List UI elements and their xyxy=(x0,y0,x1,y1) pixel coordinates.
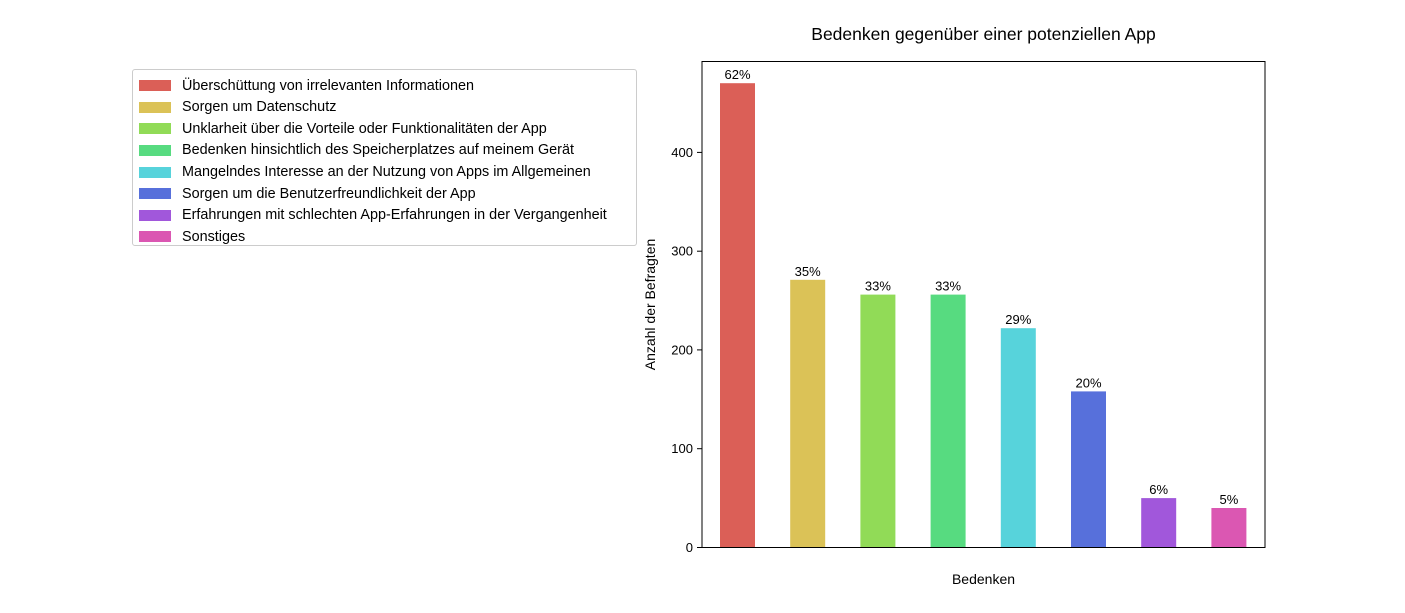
legend-item: Sorgen um die Benutzerfreundlichkeit der… xyxy=(139,183,636,205)
y-tick-label: 0 xyxy=(686,540,693,555)
bar-labels-group: 62% 35% 33% 33% 29% 20% 6% 5% xyxy=(724,67,1238,507)
bar-data-label: 29% xyxy=(1005,312,1031,327)
legend-swatch xyxy=(139,166,171,178)
legend-label: Bedenken hinsichtlich des Speicherplatze… xyxy=(182,142,574,159)
y-tick-label: 300 xyxy=(671,244,693,259)
legend-swatch xyxy=(139,188,171,200)
legend-item: Erfahrungen mit schlechten App-Erfahrung… xyxy=(139,205,636,227)
bar-data-label: 33% xyxy=(935,279,961,294)
legend-label: Erfahrungen mit schlechten App-Erfahrung… xyxy=(182,207,607,224)
bar-data-label: 5% xyxy=(1220,492,1239,507)
chart-title: Bedenken gegenüber einer potenziellen Ap… xyxy=(811,24,1155,44)
legend-item: Bedenken hinsichtlich des Speicherplatze… xyxy=(139,140,636,162)
bar-data-label: 20% xyxy=(1075,375,1101,390)
legend-label: Unklarheit über die Vorteile oder Funkti… xyxy=(182,120,547,137)
legend-label: Sorgen um die Benutzerfreundlichkeit der… xyxy=(182,185,476,202)
bar-4 xyxy=(930,294,966,548)
legend-item: Unklarheit über die Vorteile oder Funkti… xyxy=(139,118,636,140)
legend-label: Sorgen um Datenschutz xyxy=(182,99,337,116)
bar-data-label: 6% xyxy=(1149,482,1168,497)
legend-swatch xyxy=(139,145,171,157)
legend-label: Mangelndes Interesse an der Nutzung von … xyxy=(182,163,591,180)
plot-frame xyxy=(701,61,1266,548)
legend-swatch xyxy=(139,123,171,135)
legend-item: Sorgen um Datenschutz xyxy=(139,97,636,119)
legend-label: Überschüttung von irrelevanten Informati… xyxy=(182,77,474,94)
bar-data-label: 62% xyxy=(724,67,750,82)
legend: Überschüttung von irrelevanten Informati… xyxy=(132,69,637,246)
y-tick-label: 200 xyxy=(671,342,693,357)
legend-item: Sonstiges xyxy=(139,226,636,248)
legend-item: Überschüttung von irrelevanten Informati… xyxy=(139,75,636,97)
x-axis-label: Bedenken xyxy=(952,571,1015,587)
bar-1 xyxy=(720,83,755,548)
bar-6 xyxy=(1071,391,1106,548)
y-tick-label: 400 xyxy=(671,145,693,160)
bar-data-label: 35% xyxy=(795,264,821,279)
bars-group xyxy=(720,83,1247,548)
legend-item: Mangelndes Interesse an der Nutzung von … xyxy=(139,161,636,183)
legend-swatch xyxy=(139,80,171,92)
legend-swatch xyxy=(139,209,171,221)
bar-8 xyxy=(1211,508,1247,548)
bar-3 xyxy=(860,294,896,548)
bar-7 xyxy=(1141,498,1177,548)
bar-5 xyxy=(1000,328,1036,548)
legend-label: Sonstiges xyxy=(182,228,246,245)
y-tick-label: 100 xyxy=(671,441,693,456)
y-axis: 0 100 200 300 400 xyxy=(671,145,702,555)
legend-swatch xyxy=(139,101,171,113)
bar-data-label: 33% xyxy=(865,279,891,294)
bar-2 xyxy=(790,279,826,548)
legend-swatch xyxy=(139,231,171,243)
y-axis-label: Anzahl der Befragten xyxy=(642,239,658,371)
